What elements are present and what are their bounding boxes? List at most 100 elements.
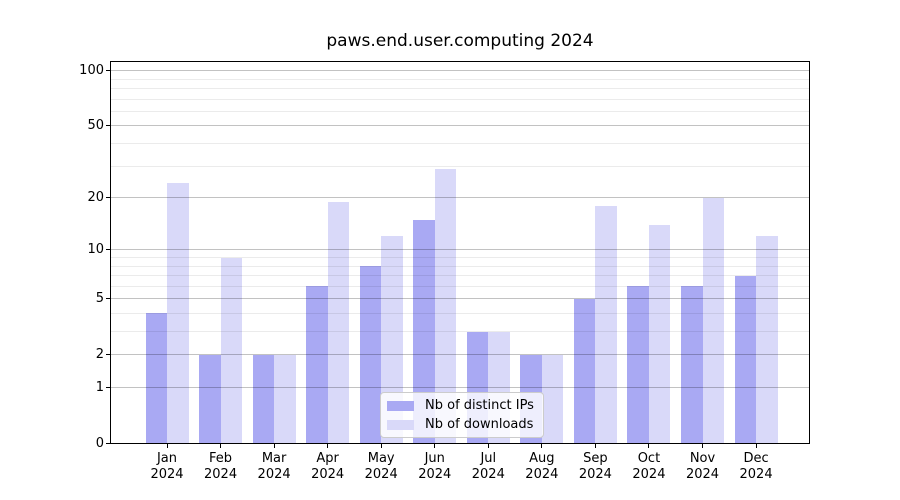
gridline-major: [111, 354, 809, 356]
bar-nb-of-distinct-ips-may-2024: [359, 266, 382, 444]
x-tick-label-line: 2024: [364, 466, 398, 482]
gridline-minor: [111, 275, 809, 277]
gridline-minor: [111, 312, 809, 314]
bar-nb-of-distinct-ips-oct-2024: [627, 286, 649, 444]
bar-nb-of-downloads-jun-2024: [434, 168, 457, 444]
bar-nb-of-distinct-ips-nov-2024: [681, 286, 703, 444]
x-tick-label: Jan 2024: [132, 451, 202, 482]
legend-item-distinct-ips: Nb of distinct IPs: [387, 398, 543, 413]
legend-item-downloads: Nb of downloads: [387, 417, 543, 432]
x-tick-label: Apr 2024: [293, 451, 363, 482]
y-tick-mark: [105, 70, 110, 72]
y-tick-mark: [105, 249, 110, 251]
bar-nb-of-distinct-ips-sep-2024: [573, 298, 596, 444]
gridline-minor: [111, 165, 809, 167]
gridline-minor: [111, 98, 809, 100]
gridline-major: [111, 387, 809, 388]
bar-nb-of-distinct-ips-dec-2024: [734, 275, 757, 444]
x-tick-label-line: 2024: [739, 466, 773, 482]
y-tick-mark: [105, 354, 110, 356]
x-tick-mark: [594, 444, 596, 448]
gridline-minor: [111, 257, 809, 258]
y-tick-label: 2: [95, 346, 104, 362]
gridline-minor: [111, 285, 809, 287]
gridline-major: [111, 70, 809, 72]
x-tick-label-line: Nov: [689, 451, 716, 466]
bar-nb-of-distinct-ips-apr-2024: [306, 286, 328, 444]
x-tick-mark: [541, 444, 543, 448]
bar-nb-of-downloads-may-2024: [381, 236, 403, 444]
gridline-minor: [111, 331, 809, 333]
x-tick-mark: [487, 444, 489, 448]
x-tick-label-line: Oct: [637, 451, 661, 466]
y-tick-label: 50: [87, 117, 104, 133]
x-tick-mark: [166, 444, 168, 448]
bar-nb-of-downloads-nov-2024: [702, 197, 724, 444]
x-tick-label-line: Apr: [316, 451, 339, 466]
bar-nb-of-downloads-feb-2024: [220, 257, 243, 444]
y-tick-label: 5: [95, 290, 104, 306]
x-tick-mark: [648, 444, 650, 448]
x-tick-label-line: Sep: [583, 451, 608, 466]
x-tick-label-line: May: [367, 451, 395, 466]
gridline-major: [111, 197, 809, 199]
x-tick-label: Nov 2024: [668, 451, 738, 482]
x-tick-mark: [434, 444, 436, 448]
y-tick-mark: [105, 298, 110, 300]
x-tick-label-line: 2024: [578, 466, 612, 482]
legend: Nb of distinct IPs Nb of downloads: [380, 392, 544, 438]
gridline-minor: [111, 265, 809, 267]
x-tick-label-line: Jan: [156, 451, 178, 466]
x-tick-label-line: 2024: [685, 466, 720, 482]
x-tick-label-line: 2024: [204, 466, 238, 482]
x-tick-mark: [273, 444, 275, 448]
x-tick-mark: [327, 444, 329, 448]
bar-nb-of-downloads-sep-2024: [595, 205, 617, 444]
bar-nb-of-distinct-ips-jun-2024: [413, 219, 435, 444]
bar-nb-of-distinct-ips-feb-2024: [199, 354, 221, 444]
x-tick-mark: [380, 444, 382, 448]
legend-label-downloads: Nb of downloads: [425, 417, 534, 432]
x-tick-mark: [755, 444, 757, 448]
x-tick-label: Sep 2024: [560, 451, 630, 482]
x-tick-label: May 2024: [346, 451, 416, 482]
x-tick-label-line: 2024: [632, 466, 666, 482]
x-tick-label-line: 2024: [257, 466, 291, 482]
x-tick-label: Jul 2024: [453, 451, 523, 482]
x-tick-label: Mar 2024: [239, 451, 309, 482]
y-tick-label: 10: [87, 241, 104, 257]
gridline-minor: [111, 143, 809, 145]
x-tick-label-line: 2024: [525, 466, 559, 482]
x-tick-label-line: 2024: [311, 466, 345, 482]
x-tick-label: Aug 2024: [507, 451, 577, 482]
x-tick-label-line: Jul: [480, 451, 497, 466]
bar-nb-of-downloads-mar-2024: [274, 354, 296, 444]
bar-nb-of-distinct-ips-mar-2024: [252, 354, 275, 444]
x-tick-mark: [702, 444, 703, 448]
x-tick-label-line: Jun: [424, 451, 445, 466]
x-tick-label: Oct 2024: [614, 451, 684, 482]
legend-label-distinct-ips: Nb of distinct IPs: [425, 398, 534, 413]
y-tick-label: 0: [95, 435, 104, 451]
bar-nb-of-downloads-apr-2024: [327, 201, 350, 444]
plot-area-border: [110, 61, 810, 444]
y-tick-mark: [105, 125, 110, 127]
gridline-minor: [111, 88, 809, 90]
x-tick-label-line: Feb: [209, 451, 233, 466]
x-tick-mark: [220, 444, 222, 448]
x-tick-label-line: 2024: [150, 466, 184, 482]
gridline-major: [111, 298, 809, 300]
x-tick-label: Feb 2024: [186, 451, 256, 482]
y-tick-label: 20: [87, 189, 104, 205]
bar-nb-of-downloads-aug-2024: [541, 354, 564, 444]
x-tick-label-line: Dec: [743, 451, 769, 466]
gridline-minor: [111, 110, 809, 112]
bar-nb-of-downloads-jan-2024: [167, 183, 189, 444]
x-tick-label: Dec 2024: [721, 451, 791, 482]
y-tick-label: 100: [79, 62, 104, 78]
y-tick-mark: [105, 197, 110, 199]
x-tick-label-line: 2024: [471, 466, 505, 482]
gridline-major: [111, 125, 809, 127]
x-tick-label: Jun 2024: [400, 451, 470, 482]
